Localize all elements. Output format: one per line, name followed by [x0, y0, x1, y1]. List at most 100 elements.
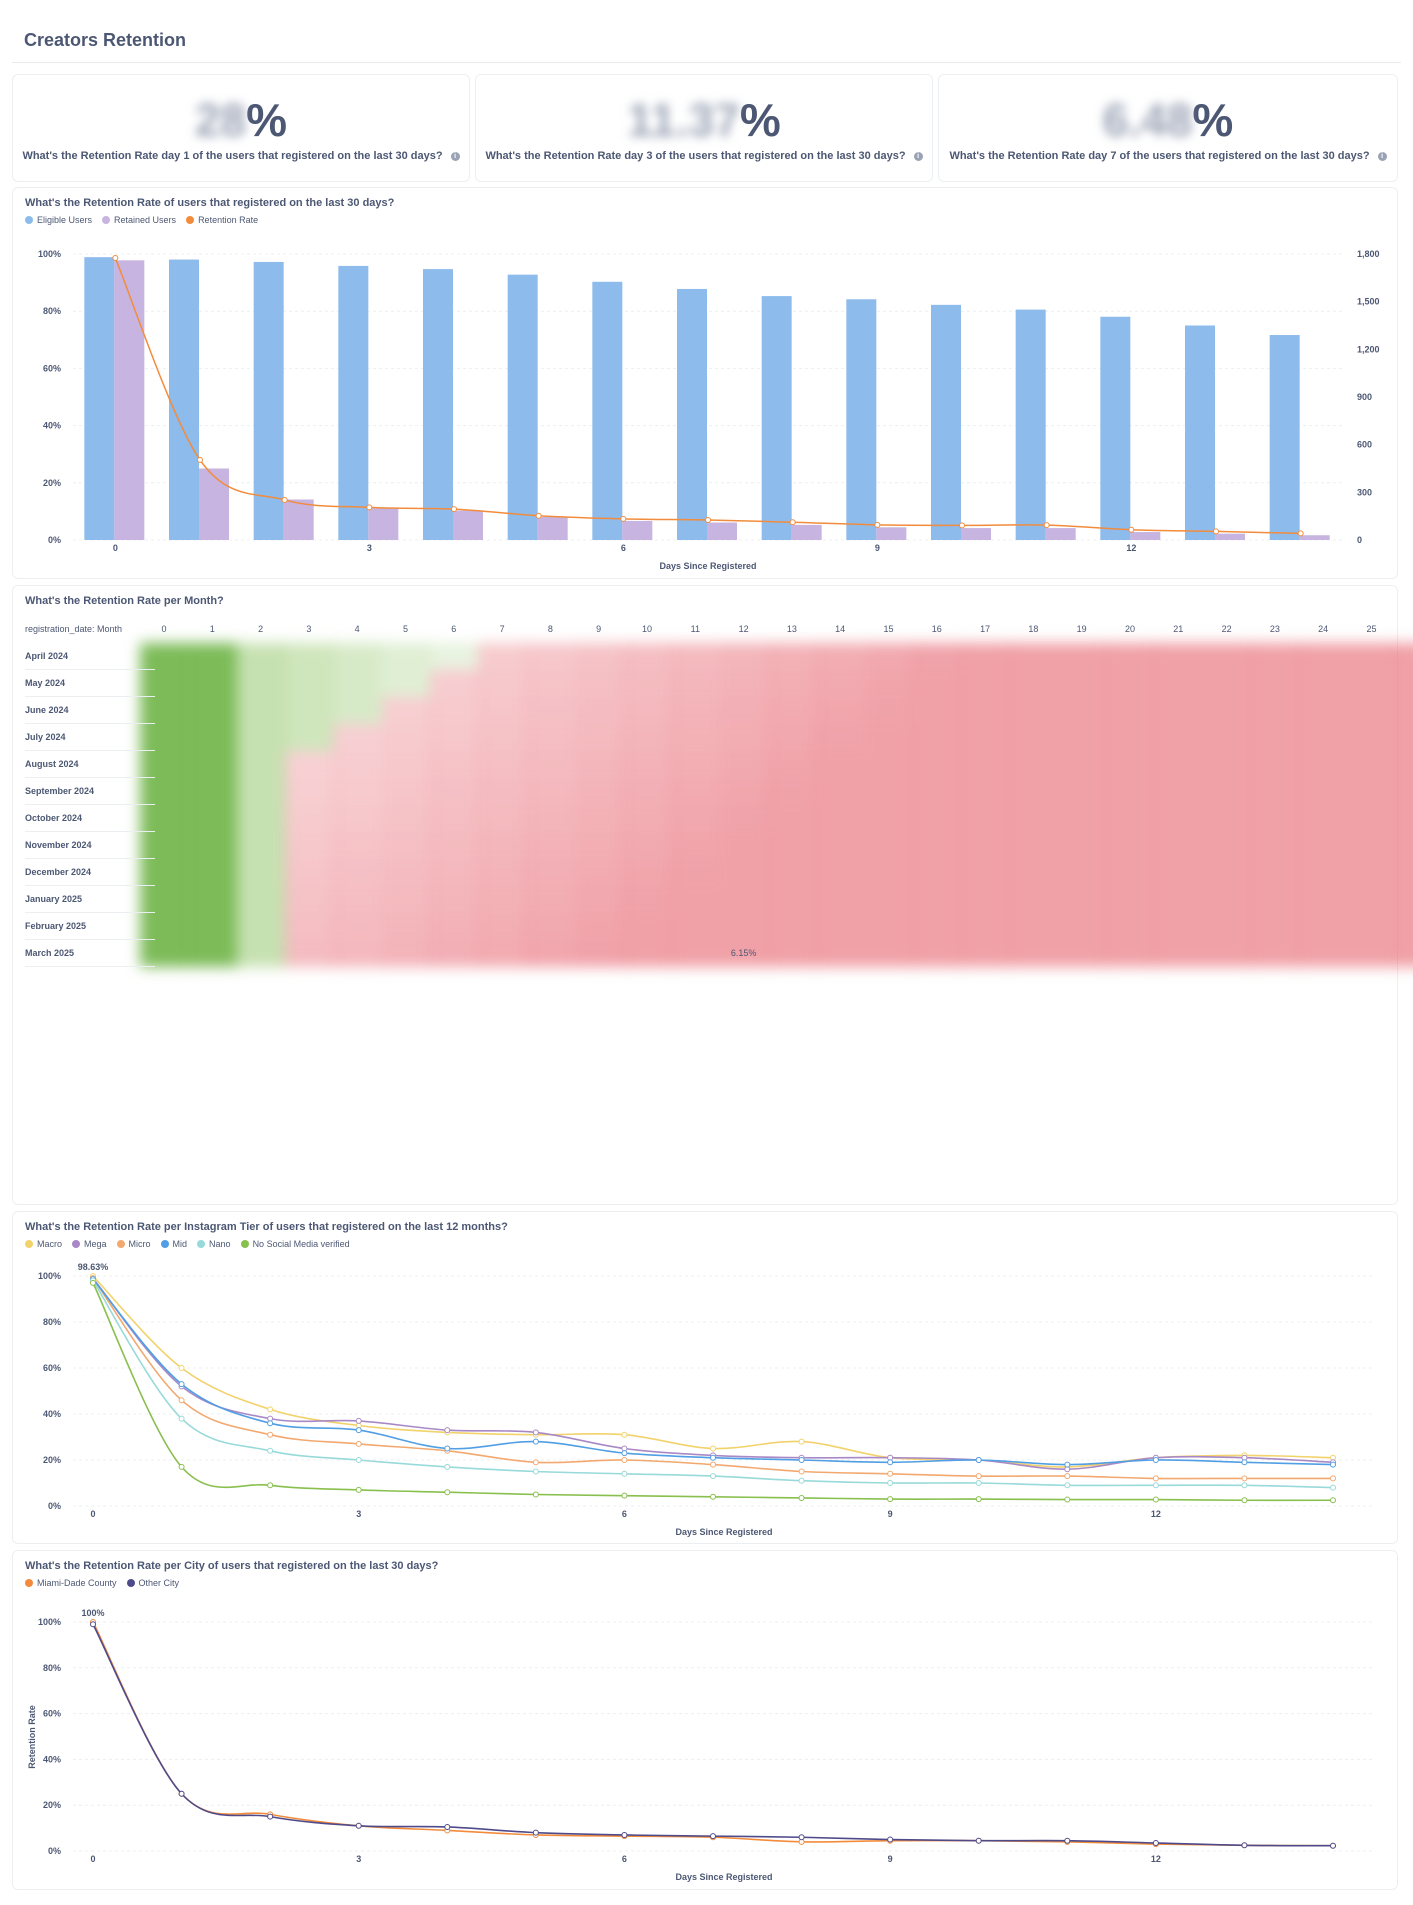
legend-item[interactable]: Retention Rate — [186, 215, 258, 225]
pivot-cell — [1009, 805, 1059, 832]
pivot-column-header[interactable]: 3 — [306, 624, 312, 634]
info-icon[interactable]: i — [913, 151, 923, 161]
pivot-row-header[interactable]: registration_date: Month — [25, 624, 123, 634]
legend-item[interactable]: Retained Users — [102, 215, 176, 225]
info-icon[interactable]: i — [1377, 151, 1387, 161]
pivot-cell — [478, 643, 528, 670]
pivot-column-header[interactable]: 11 — [690, 624, 700, 634]
pivot-cell — [1250, 805, 1300, 832]
pivot-cell — [767, 751, 817, 778]
pivot-column-header[interactable]: 4 — [354, 624, 360, 634]
pivot-title: What's the Retention Rate per Month? — [25, 595, 224, 607]
pivot-column-header[interactable]: 21 — [1173, 624, 1184, 634]
pivot-column-header[interactable]: 6 — [451, 624, 457, 634]
tier-chart-card[interactable]: What's the Retention Rate per Instagram … — [12, 1211, 1398, 1544]
row-divider — [25, 669, 155, 670]
pivot-cell — [526, 832, 576, 859]
retention-rate-point — [366, 504, 373, 511]
pivot-cell — [961, 643, 1011, 670]
pivot-cell — [623, 805, 672, 832]
pivot-cell — [1106, 886, 1155, 913]
pivot-row[interactable]: January 2025 — [13, 886, 1397, 913]
legend-item[interactable]: Mega — [72, 1239, 107, 1249]
kpi-value: 6.48 — [1102, 94, 1193, 146]
kpi-card-day7[interactable]: 6.48% What's the Retention Rate day 7 of… — [938, 74, 1398, 182]
pivot-column-header[interactable]: 13 — [786, 624, 797, 634]
pivot-cell — [623, 643, 672, 670]
series-point — [621, 1470, 628, 1477]
pivot-column-header[interactable]: 2 — [258, 624, 264, 634]
pivot-row[interactable]: June 2024 — [13, 697, 1397, 724]
pivot-column-header[interactable]: 16 — [931, 624, 942, 634]
pivot-column-header[interactable]: 20 — [1124, 624, 1135, 634]
kpi-card-day1[interactable]: 28% What's the Retention Rate day 1 of t… — [12, 74, 470, 182]
pivot-cell — [140, 751, 189, 778]
pivot-cell — [526, 697, 576, 724]
pivot-cell — [236, 832, 286, 859]
pivot-row[interactable]: October 2024 — [13, 805, 1397, 832]
pivot-column-header[interactable]: 8 — [547, 624, 553, 634]
info-icon[interactable]: i — [450, 151, 460, 161]
pivot-column-header[interactable]: 17 — [980, 624, 991, 634]
pivot-row-label: March 2025 — [25, 948, 75, 958]
chart-legend: Macro Mega Micro Mid Nano No Social Medi… — [25, 1239, 350, 1249]
pivot-column-header[interactable]: 5 — [402, 624, 408, 634]
kpi-card-day3[interactable]: 11.37% What's the Retention Rate day 3 o… — [475, 74, 933, 182]
x-tick-label: 9 — [888, 1509, 893, 1519]
pivot-cell — [1250, 886, 1300, 913]
legend-item[interactable]: Other City — [126, 1578, 179, 1588]
pivot-column-header[interactable]: 24 — [1318, 624, 1329, 634]
bar-eligible-users — [1015, 309, 1046, 540]
pivot-cell — [381, 940, 431, 967]
pivot-cell — [719, 697, 769, 724]
pivot-column-header[interactable]: 0 — [161, 624, 167, 634]
series-point — [1152, 1482, 1159, 1489]
pivot-column-header[interactable]: 15 — [883, 624, 894, 634]
retention-chart-card[interactable]: What's the Retention Rate of users that … — [12, 187, 1398, 579]
pivot-row[interactable]: November 2024 — [13, 832, 1397, 859]
pivot-row[interactable]: May 2024 — [13, 670, 1397, 697]
pivot-column-header[interactable]: 26 — [1400, 624, 1413, 634]
pivot-column-header[interactable]: 14 — [835, 624, 846, 634]
pivot-cell — [671, 751, 721, 778]
pivot-row[interactable]: April 2024 — [13, 643, 1397, 670]
pivot-column-header[interactable]: 1 — [209, 624, 215, 634]
pivot-column-header[interactable]: 10 — [641, 624, 652, 634]
legend-item[interactable]: Nano — [197, 1239, 231, 1249]
legend-item[interactable]: No Social Media verified — [240, 1239, 350, 1249]
pivot-cell — [1395, 805, 1413, 832]
pivot-cell — [1009, 751, 1059, 778]
pivot-cell — [574, 697, 624, 724]
y-tick-label: 40% — [43, 1754, 61, 1764]
pivot-column-header[interactable]: 7 — [499, 624, 505, 634]
legend-item[interactable]: Micro — [116, 1239, 151, 1249]
pivot-row[interactable]: February 2025 — [13, 913, 1397, 940]
pivot-row[interactable]: September 2024 — [13, 778, 1397, 805]
pivot-row[interactable]: March 2025 — [13, 940, 1397, 967]
legend-item[interactable]: Miami-Dade County — [25, 1578, 117, 1588]
pivot-row[interactable]: August 2024 — [13, 751, 1397, 778]
legend-item[interactable]: Mid — [160, 1239, 187, 1249]
pivot-cell — [864, 751, 914, 778]
pivot-row[interactable]: December 2024 — [13, 859, 1397, 886]
pivot-cell — [1347, 643, 1397, 670]
pivot-column-header[interactable]: 22 — [1221, 624, 1232, 634]
pivot-cell — [1395, 940, 1413, 967]
pivot-row[interactable]: July 2024 — [13, 724, 1397, 751]
pivot-column-header[interactable]: 9 — [596, 624, 602, 634]
city-chart-card[interactable]: What's the Retention Rate per City of us… — [12, 1550, 1398, 1890]
pivot-cell — [284, 643, 334, 670]
series-point — [1330, 1497, 1336, 1504]
pivot-column-header[interactable]: 25 — [1366, 624, 1377, 634]
pivot-cell — [1106, 859, 1155, 886]
pivot-cell — [1299, 805, 1349, 832]
pivot-column-header[interactable]: 19 — [1076, 624, 1087, 634]
pivot-column-header[interactable]: 23 — [1269, 624, 1280, 634]
x-tick-label: 9 — [888, 1854, 893, 1864]
legend-item[interactable]: Eligible Users — [25, 215, 92, 225]
pivot-card[interactable]: What's the Retention Rate per Month? reg… — [12, 585, 1413, 1205]
legend-item[interactable]: Macro — [25, 1239, 62, 1249]
pivot-cell — [236, 940, 286, 967]
pivot-column-header[interactable]: 18 — [1028, 624, 1039, 634]
pivot-column-header[interactable]: 12 — [738, 624, 749, 634]
